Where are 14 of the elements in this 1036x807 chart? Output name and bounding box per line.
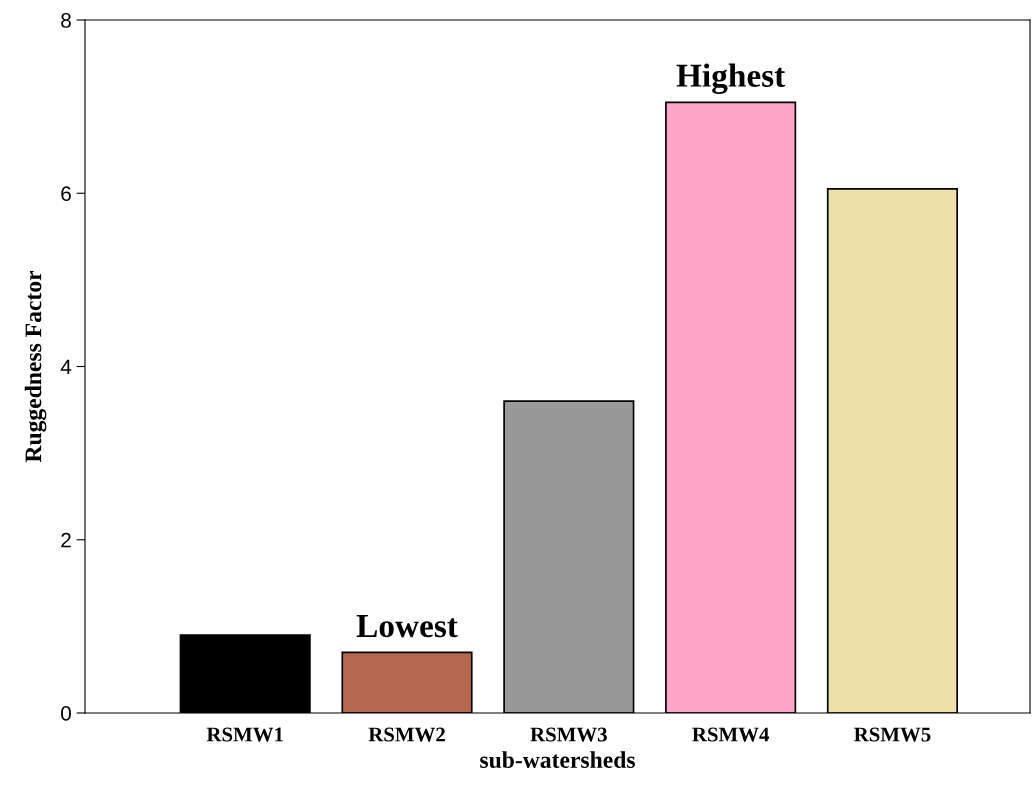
y-axis-title: Ruggedness Factor xyxy=(24,270,47,463)
x-axis-title: sub-watersheds xyxy=(480,751,635,769)
y-tick-label: 8 xyxy=(61,13,71,28)
x-tick-label: RSMW1 xyxy=(206,727,283,742)
y-tick-label: 2 xyxy=(61,532,71,548)
annotation: Lowest xyxy=(356,615,458,638)
y-tick-label: 4 xyxy=(60,359,72,375)
x-tick-label: RSMW4 xyxy=(692,727,770,742)
annotation: Highest xyxy=(676,63,786,94)
x-tick-label: RSMW2 xyxy=(368,727,445,742)
x-tick-label: RSMW5 xyxy=(854,727,931,742)
y-tick-label: 6 xyxy=(61,186,71,201)
y-tick-label: 0 xyxy=(61,706,71,721)
x-tick-label: RSMW3 xyxy=(530,727,607,742)
